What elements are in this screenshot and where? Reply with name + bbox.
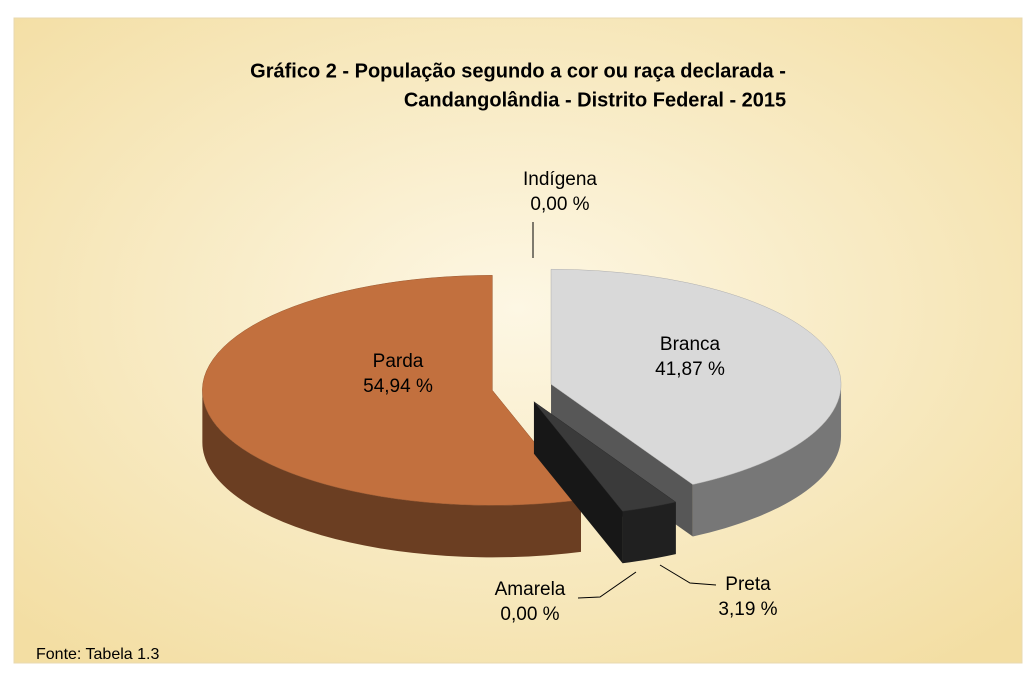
- slice-wall: [622, 502, 676, 564]
- slice-top: [550, 268, 842, 485]
- value-label: 41,87 %: [655, 359, 725, 380]
- chart-title: Candangolândia - Distrito Federal - 2015: [404, 89, 786, 111]
- value-label: 0,00 %: [500, 604, 559, 625]
- slice: [202, 275, 582, 558]
- pie: [202, 268, 842, 564]
- slice-wall: [692, 384, 842, 537]
- slice-top: [202, 275, 582, 506]
- source-note: Fonte: Tabela 1.3: [36, 646, 159, 663]
- labels: Branca 41,87 % Preta 3,19 % Amarela 0,00 % Par…: [363, 169, 778, 625]
- chart-title: Gráfico 2 - População segundo a cor ou r…: [250, 60, 786, 82]
- slice: [533, 401, 677, 564]
- value-label: 3,19 %: [718, 599, 777, 620]
- slice-label: Parda: [373, 351, 424, 372]
- slice-label: Amarela: [495, 579, 566, 600]
- slice-label: Indígena: [523, 169, 597, 190]
- slice-top: [533, 401, 677, 512]
- chart-background: [13, 17, 1023, 664]
- slice-label: Preta: [725, 574, 771, 595]
- slice-wall: [202, 390, 581, 558]
- leader-line: [659, 564, 717, 586]
- slice-side: [533, 401, 623, 564]
- value-label: 54,94 %: [363, 376, 433, 397]
- value-label: 0,00 %: [530, 194, 589, 215]
- leader-line: [577, 571, 637, 599]
- slice-label: Branca: [660, 334, 721, 355]
